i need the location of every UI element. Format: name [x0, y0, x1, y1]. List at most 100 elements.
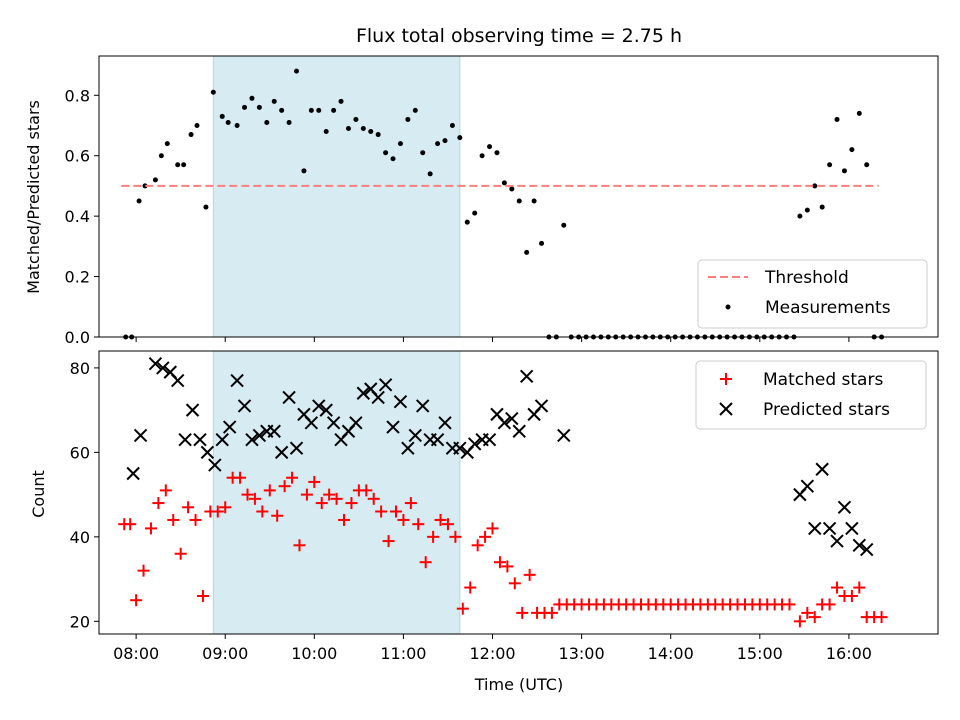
predicted-star-point-51 [512, 424, 526, 438]
measurement-point-95 [827, 162, 833, 168]
matched-star-point-53 [508, 577, 521, 590]
predicted-star-point-61 [830, 534, 844, 548]
matched-star-point-36 [382, 535, 395, 548]
top-panel: 0.00.20.40.60.8 Matched/Predicted stars … [24, 55, 939, 347]
measurement-point-52 [509, 186, 515, 192]
x-tick-label-2: 10:00 [291, 644, 337, 663]
x-axis-label: Time (UTC) [474, 675, 563, 694]
measurement-point-29 [338, 98, 344, 104]
matched-star-point-33 [360, 484, 373, 497]
predicted-star-point-11 [215, 432, 229, 447]
predicted-star-point-33 [378, 378, 393, 392]
matched-star-point-3 [137, 564, 150, 577]
predicted-star-point-47 [482, 432, 497, 447]
legend-matched-label: Matched stars [763, 370, 883, 390]
predicted-star-point-60 [822, 521, 837, 536]
predicted-star-point-1 [133, 428, 148, 443]
predicted-star-point-9 [200, 445, 215, 460]
measurement-point-19 [264, 119, 270, 125]
measurement-point-97 [841, 168, 847, 174]
measurement-point-14 [225, 119, 231, 125]
predicted-star-point-25 [319, 403, 333, 417]
bottom-y-ticks: 20 40 60 80 [70, 359, 99, 631]
measurement-point-38 [405, 116, 411, 122]
measurement-point-54 [524, 249, 530, 255]
measurement-point-21 [279, 107, 285, 113]
measurement-point-91 [797, 213, 803, 219]
matched-star-point-2 [130, 594, 143, 607]
measurement-point-56 [539, 240, 545, 246]
predicted-star-point-58 [808, 521, 822, 536]
measurement-point-46 [464, 219, 470, 225]
measurement-point-34 [375, 132, 381, 138]
matched-star-point-16 [234, 471, 247, 484]
matched-star-point-26 [308, 475, 321, 488]
predicted-star-point-13 [230, 373, 244, 388]
predicted-star-point-23 [304, 416, 319, 430]
matched-star-point-49 [479, 530, 492, 543]
bottom-y-axis-label: Count [29, 470, 48, 518]
matched-star-point-37 [389, 505, 402, 518]
predicted-star-point-64 [852, 538, 867, 553]
matched-star-point-24 [293, 539, 306, 552]
top-shaded-interval [212, 55, 461, 338]
matched-star-point-31 [345, 497, 358, 510]
measurement-point-96 [834, 116, 840, 122]
measurement-point-6 [164, 141, 170, 147]
measurement-point-48 [479, 153, 485, 159]
measurement-point-92 [804, 207, 810, 213]
measurement-point-55 [531, 198, 537, 204]
bot-yticks-label-2: 60 [70, 443, 90, 462]
matched-star-point-52 [501, 560, 514, 573]
matched-star-point-91 [793, 615, 806, 628]
measurement-point-51 [501, 180, 507, 186]
predicted-star-point-8 [193, 432, 207, 447]
chart-title: Flux total observing time = 2.75 h [356, 25, 682, 47]
x-tick-label-8: 16:00 [826, 644, 872, 663]
matched-star-point-35 [375, 505, 388, 518]
bottom-x-ticks: 08:00 09:00 10:00 11:00 12:00 13:00 14:00 15:00… [113, 634, 872, 663]
measurement-point-17 [249, 95, 255, 101]
measurement-point-33 [368, 129, 374, 135]
predicted-star-point-50 [505, 411, 519, 426]
measurement-point-3 [142, 183, 148, 189]
matched-star-point-18 [248, 492, 261, 505]
predicted-star-point-16 [252, 428, 267, 443]
matched-star-point-29 [330, 492, 343, 505]
matched-star-point-34 [367, 492, 380, 505]
measurement-point-50 [494, 150, 500, 156]
measurement-point-32 [360, 126, 366, 132]
matched-star-point-9 [182, 501, 195, 514]
measurement-point-28 [331, 107, 337, 113]
matched-star-point-96 [831, 581, 844, 594]
measurement-point-18 [256, 104, 262, 110]
matched-star-point-4 [144, 522, 157, 535]
measurement-point-13 [219, 113, 225, 119]
matched-star-point-1 [124, 518, 137, 531]
predicted-star-point-62 [837, 500, 852, 514]
matched-star-point-54 [516, 606, 529, 619]
x-tick-label-0: 08:00 [113, 644, 159, 663]
measurement-point-22 [286, 119, 292, 125]
predicted-star-point-3 [156, 361, 170, 375]
predicted-star-point-29 [349, 416, 363, 430]
bot-yticks-label-3: 80 [70, 359, 90, 378]
predicted-star-point-18 [267, 424, 281, 438]
matched-star-point-5 [152, 497, 165, 510]
matched-star-point-99 [853, 581, 866, 594]
measurement-point-98 [849, 147, 855, 153]
legend-predicted-swatch [719, 402, 733, 416]
measurement-point-47 [472, 210, 478, 216]
measurement-point-59 [561, 222, 567, 228]
matched-star-point-90 [783, 598, 796, 611]
legend-measurements-swatch [725, 304, 731, 310]
matched-star-point-27 [315, 497, 328, 510]
bot-yticks-label-1: 40 [70, 528, 90, 547]
measurement-point-45 [457, 135, 463, 141]
predicted-star-point-24 [312, 399, 326, 413]
predicted-star-point-19 [274, 445, 289, 460]
matched-star-point-30 [338, 513, 351, 526]
predicted-star-point-52 [519, 369, 534, 384]
top-yticks-label-1: 0.2 [65, 268, 90, 287]
